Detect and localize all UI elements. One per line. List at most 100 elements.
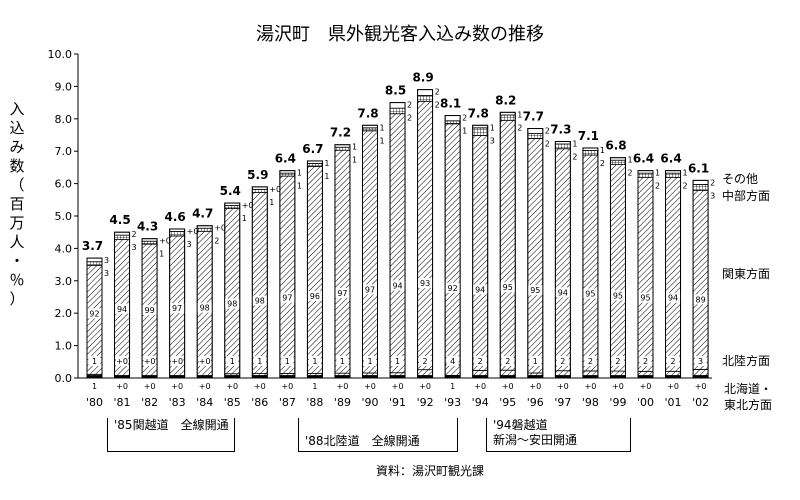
pct-label-hokkaido: +0 [529, 382, 541, 391]
pct-label-kanto: 93 [420, 279, 430, 288]
pct-label-bg [225, 298, 240, 309]
pct-label-bg [446, 356, 459, 366]
total-label: 7.2 [330, 126, 351, 140]
bar-segment-chubu [417, 95, 434, 102]
pct-label-bg [555, 287, 570, 298]
bar-segment-chubu [665, 172, 681, 178]
x-tick-label: '94 [472, 396, 489, 409]
bar-segment-kanto [389, 113, 406, 374]
pct-label-hokuriku: 2 [615, 357, 620, 366]
bar-segment-chubu [692, 184, 709, 191]
bar-segment-kanto [499, 119, 516, 371]
bar-outline [389, 102, 406, 379]
pct-label-chubu: 3 [104, 269, 109, 278]
total-label: 7.7 [523, 110, 544, 124]
pct-label-bg [253, 356, 266, 366]
pct-label-hokkaido: +0 [640, 382, 652, 391]
pct-label-kanto: 94 [668, 294, 678, 303]
x-tick-label: '91 [389, 396, 406, 409]
source-note: 資料：湯沢町観光課 [376, 464, 485, 478]
total-label: 8.5 [385, 84, 406, 98]
pct-label-kanto: 92 [448, 284, 458, 293]
total-label: 5.9 [247, 168, 268, 182]
bar-segment-kanto [417, 100, 434, 371]
pct-label-kanto: 89 [696, 295, 706, 304]
data-labels: 3.7'801192334.5'81+0+094324.3'82+0+0991+… [82, 71, 715, 409]
y-tick-label: 6.0 [55, 178, 73, 191]
pct-label-hokkaido: +0 [392, 382, 404, 391]
pct-label-kanto: 98 [200, 304, 210, 313]
pct-label-other: 1 [627, 156, 632, 165]
y-axis-label-char: （ [9, 176, 25, 194]
pct-label-hokuriku: 1 [92, 357, 97, 366]
x-tick-label: '00 [637, 396, 654, 409]
pct-label-bg [142, 304, 157, 315]
bar-segment-kanto [279, 175, 296, 374]
annotation-banetsu-line2: 新潟～安田開通 [493, 433, 578, 447]
x-tick-label: '97 [554, 396, 571, 409]
pct-label-kanto: 97 [365, 286, 375, 295]
bar-segment-chubu [444, 120, 461, 125]
x-tick-label: '83 [169, 396, 186, 409]
pct-label-other: 2 [132, 230, 137, 239]
pct-label-hokuriku: 1 [230, 357, 235, 366]
bar-segment-chubu [196, 227, 213, 232]
pct-label-chubu: 2 [214, 237, 219, 246]
pct-label-other: 2 [435, 88, 440, 97]
pct-label-other: 1 [297, 169, 302, 178]
bar-outline [169, 228, 186, 379]
pct-label-other: 1 [572, 139, 577, 148]
pct-label-bg [473, 284, 488, 295]
total-label: 4.6 [165, 210, 186, 224]
pct-label-chubu: 1 [269, 198, 274, 207]
pct-label-hokuriku: 2 [560, 357, 565, 366]
pct-label-bg [529, 356, 542, 366]
pct-label-other: +0 [214, 224, 226, 233]
pct-label-hokkaido: +0 [364, 382, 376, 391]
pct-label-other: 2 [545, 127, 550, 136]
legend-hokkaido-1: 北海道・ [724, 382, 773, 396]
bar-segment-kanto [224, 208, 241, 375]
bar-segment-other [417, 89, 434, 96]
bar-segment-kanto [610, 164, 626, 372]
x-tick-label: '84 [196, 396, 213, 409]
pct-label-hokuriku: 2 [643, 357, 648, 366]
bar-segment-other [444, 115, 461, 122]
y-tick-label: 8.0 [55, 113, 73, 126]
pct-label-bg [556, 356, 569, 366]
bar-segment-chubu [334, 146, 351, 151]
bar-outline [499, 111, 516, 379]
bar-segment-kanto [472, 134, 489, 371]
pct-label-kanto: 98 [255, 297, 265, 306]
pct-label-bg [280, 292, 295, 303]
pct-label-bg [143, 356, 156, 366]
pct-label-other: 1 [517, 110, 522, 119]
pct-label-other: 1 [380, 123, 385, 132]
bar-segment-hokuriku [610, 370, 626, 376]
pct-label-other: 1 [655, 169, 660, 178]
pct-label-bg [170, 303, 185, 314]
bar-segment-hokuriku [692, 368, 709, 376]
pct-label-kanto: 94 [392, 281, 402, 290]
pct-label-hokuriku: +0 [199, 357, 211, 366]
bar-segment-kanto [306, 166, 323, 374]
bar-outline [86, 257, 103, 379]
pct-label-hokuriku: 1 [395, 357, 400, 366]
pct-label-bg [307, 290, 322, 301]
pct-label-hokkaido: 1 [450, 382, 455, 391]
y-tick-label: 9.0 [55, 80, 73, 93]
bar-segment-kanto [334, 149, 351, 374]
pct-label-chubu: 2 [407, 114, 412, 123]
bar-outline [114, 231, 131, 379]
pct-label-other: 1 [352, 143, 357, 152]
pct-label-chubu: 2 [572, 152, 577, 161]
pct-label-bg [474, 356, 487, 366]
total-label: 4.7 [192, 207, 213, 221]
pct-label-chubu: 1 [352, 156, 357, 165]
pct-label-bg [391, 356, 404, 366]
y-axis-label-char: 百 [9, 195, 25, 213]
y-axis-label-char: 込 [9, 119, 25, 137]
pct-label-hokkaido: 1 [312, 382, 317, 391]
y-axis-label-char: ％ [9, 271, 25, 289]
bar-outline [362, 124, 378, 379]
